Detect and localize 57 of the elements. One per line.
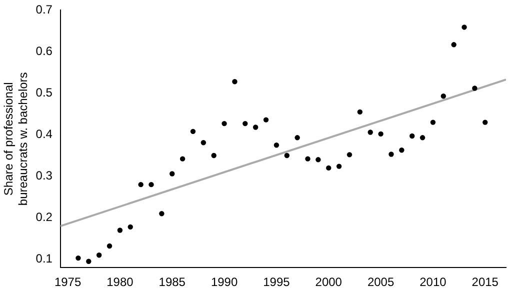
x-tick-label: 2000 (315, 275, 342, 290)
y-tick-label: 0.2 (36, 210, 53, 224)
point (159, 211, 164, 216)
point (106, 243, 112, 249)
point (378, 131, 384, 137)
x-tick-label: 1980 (106, 275, 134, 290)
point (462, 24, 467, 30)
point (86, 258, 92, 264)
y-axis-title: Share of professional bureaucrats w. bachelors (2, 72, 30, 206)
point (128, 224, 133, 230)
y-tick-label: 0.4 (36, 127, 53, 142)
point (420, 135, 426, 140)
point (252, 124, 258, 130)
point (346, 152, 352, 158)
point (148, 182, 154, 188)
point (138, 182, 144, 188)
point (399, 148, 404, 153)
point (200, 140, 206, 146)
x-tick-label: 1990 (210, 275, 238, 290)
point (284, 152, 290, 158)
point (190, 128, 196, 134)
point (242, 120, 248, 126)
y-tick-label: 0.5 (36, 86, 53, 100)
point (170, 171, 175, 176)
point (357, 109, 363, 115)
point (316, 157, 321, 162)
x-tick-label: 2005 (367, 275, 394, 290)
point (274, 142, 280, 148)
y-tick-label: 0.7 (36, 2, 53, 17)
y-tick-label: 0.1 (36, 252, 53, 266)
x-tick-label: 1995 (263, 275, 290, 290)
x-tick-label: 2015 (472, 275, 499, 290)
point (430, 120, 436, 125)
x-tick-label: 2010 (420, 275, 447, 290)
point (211, 152, 216, 158)
point (451, 42, 456, 48)
x-tick-label: 1985 (158, 275, 186, 290)
point (326, 165, 332, 171)
point (222, 120, 227, 126)
point (232, 79, 238, 84)
point (336, 164, 342, 169)
point (263, 117, 269, 122)
point (76, 255, 81, 261)
point (368, 130, 373, 135)
point (117, 228, 123, 233)
point (294, 135, 300, 140)
point (482, 120, 488, 125)
point (472, 86, 478, 91)
point (180, 156, 186, 162)
point (96, 252, 102, 258)
point (440, 94, 446, 99)
point (305, 156, 310, 162)
y-tick-label: 0.6 (36, 44, 53, 58)
y-tick-label: 0.3 (36, 168, 53, 183)
point (409, 133, 415, 139)
x-tick-label: 1975 (54, 275, 82, 290)
point (388, 152, 394, 157)
